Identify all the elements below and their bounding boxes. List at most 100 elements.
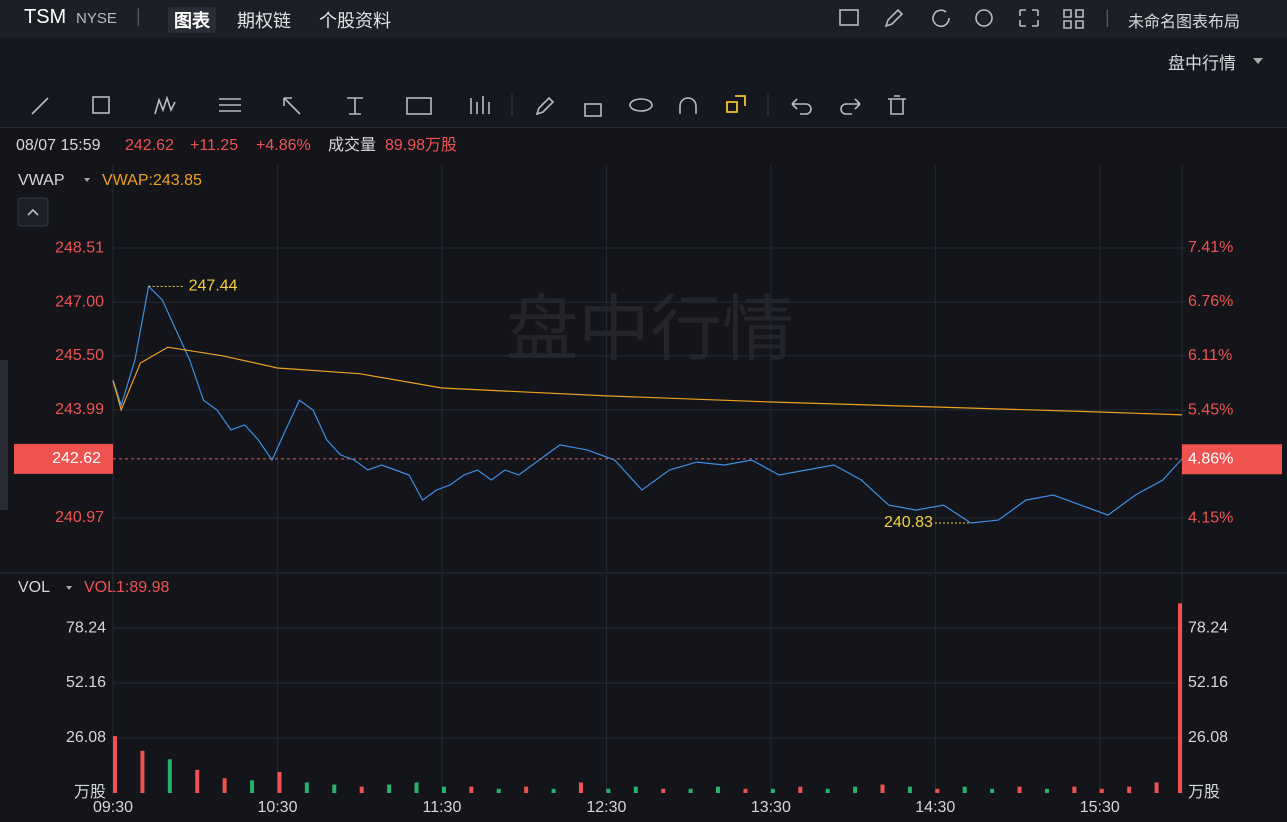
y-tick-label: 26.08 (1188, 729, 1228, 746)
volume-bar (853, 786, 858, 793)
volume-bar (140, 750, 145, 793)
volume-bar (962, 786, 967, 793)
icon-chart[interactable] (839, 9, 859, 26)
collapse-button[interactable] (17, 197, 49, 227)
volume-bar (441, 786, 446, 793)
volume-bar (578, 782, 583, 793)
volume-bar (414, 782, 419, 793)
current-pct-box (1182, 444, 1282, 475)
session-select[interactable]: 盘中行情 (1168, 54, 1236, 73)
volume-indicator-name[interactable]: VOL (18, 579, 50, 596)
y-tick-label: 245.50 (55, 347, 104, 364)
y2-tick-label: 7.41% (1188, 239, 1233, 256)
volume-bar (387, 784, 392, 793)
volume-bar (496, 788, 501, 793)
icon-fullscreen[interactable] (1019, 9, 1039, 27)
y-tick-label: 26.08 (66, 729, 106, 746)
separator: | (1105, 7, 1110, 27)
y-tick-label: 247.00 (55, 293, 104, 310)
drawing-toolbar (0, 82, 1287, 128)
tool-line[interactable] (31, 97, 49, 115)
volume-bar (469, 786, 474, 793)
y-tick-label: 248.51 (55, 239, 104, 256)
info-datetime: 08/07 15:59 (16, 137, 101, 154)
separator: | (136, 6, 141, 26)
tab[interactable]: 图表 (168, 7, 216, 33)
exchange: NYSE (76, 10, 117, 27)
y-tick-label: 52.16 (1188, 674, 1228, 691)
tool-magnet[interactable] (679, 97, 697, 114)
volume-bar (798, 786, 803, 793)
tool-lock[interactable] (584, 103, 602, 117)
volume-bar (743, 788, 748, 793)
y-tick-label: 78.24 (66, 619, 106, 636)
tool-pattern[interactable] (154, 95, 176, 115)
info-change: +11.25 (190, 137, 238, 154)
volume-bar (1178, 603, 1182, 793)
x-tick-label: 15:30 (1080, 799, 1120, 816)
watermark: 盘中行情 (506, 290, 794, 370)
y2-tick-label: 5.45% (1188, 402, 1233, 419)
info-volume: 89.98万股 (385, 136, 457, 154)
tool-arrow[interactable] (283, 97, 301, 115)
icon-layout[interactable] (1063, 9, 1084, 29)
volume-bar (167, 759, 172, 793)
x-tick-label: 12:30 (586, 799, 626, 816)
volume-indicator-value: VOL1:89.98 (84, 579, 170, 596)
tool-undo[interactable] (791, 98, 812, 115)
x-tick-label: 13:30 (751, 799, 791, 816)
volume-bar (1099, 788, 1104, 793)
info-volume-label: 成交量 (328, 136, 376, 154)
y2-tick-label: 4.15% (1188, 509, 1233, 526)
volume-bar (1127, 786, 1132, 793)
dropdown-arrow[interactable] (66, 586, 72, 590)
icon-settings[interactable] (975, 9, 993, 27)
volume-bar (551, 788, 556, 793)
tool-fib[interactable] (219, 98, 241, 112)
collapse-icon (27, 208, 39, 216)
symbol: TSM (24, 6, 67, 28)
volume-bar (1072, 786, 1077, 793)
dropdown-arrow[interactable] (84, 178, 90, 182)
current-pct-label: 4.86% (1188, 450, 1233, 467)
indicator-name[interactable]: VWAP (18, 172, 65, 189)
icon-refresh[interactable] (932, 9, 950, 28)
tool-measure[interactable] (347, 97, 363, 115)
volume-bar (716, 786, 721, 793)
icon-edit[interactable] (884, 8, 904, 28)
tab[interactable]: 期权链 (237, 11, 291, 31)
toolbar-icons (31, 94, 906, 117)
volume-bar (304, 782, 309, 793)
tool-bars[interactable] (470, 96, 490, 114)
x-tick-label: 11:30 (422, 799, 461, 816)
top-icons (839, 8, 1084, 29)
volume-bar (688, 788, 693, 793)
tool-eye[interactable] (629, 98, 653, 112)
tool-text[interactable] (406, 97, 432, 115)
tool-group[interactable] (726, 95, 746, 113)
layout-name[interactable]: 未命名图表布局 (1128, 14, 1241, 31)
tab[interactable]: 个股资料 (319, 11, 391, 31)
top-bar: TSM NYSE | 图表 期权链 个股资料 | 未命名图表布局 (0, 0, 1287, 38)
volume-unit: 万股 (1188, 783, 1220, 801)
volume-bar (990, 788, 995, 793)
side-handle[interactable] (0, 360, 8, 510)
volume-bar (250, 780, 255, 793)
y2-tick-label: 6.76% (1188, 293, 1233, 310)
volume-bar (359, 786, 364, 793)
tool-pen[interactable] (535, 96, 555, 116)
y-tick-label: 243.99 (55, 401, 104, 418)
current-price-label: 242.62 (52, 450, 101, 467)
tool-redo[interactable] (840, 98, 861, 115)
indicator-value: VWAP:243.85 (102, 172, 202, 189)
price-line (112, 285, 1183, 524)
volume-bar (907, 786, 912, 793)
x-tick-label: 10:30 (257, 799, 297, 816)
x-tick-label: 14:30 (915, 799, 955, 816)
tool-rect[interactable] (92, 96, 110, 114)
tool-delete[interactable] (888, 95, 906, 115)
volume-bar (935, 788, 940, 793)
volume-bar (606, 788, 611, 793)
